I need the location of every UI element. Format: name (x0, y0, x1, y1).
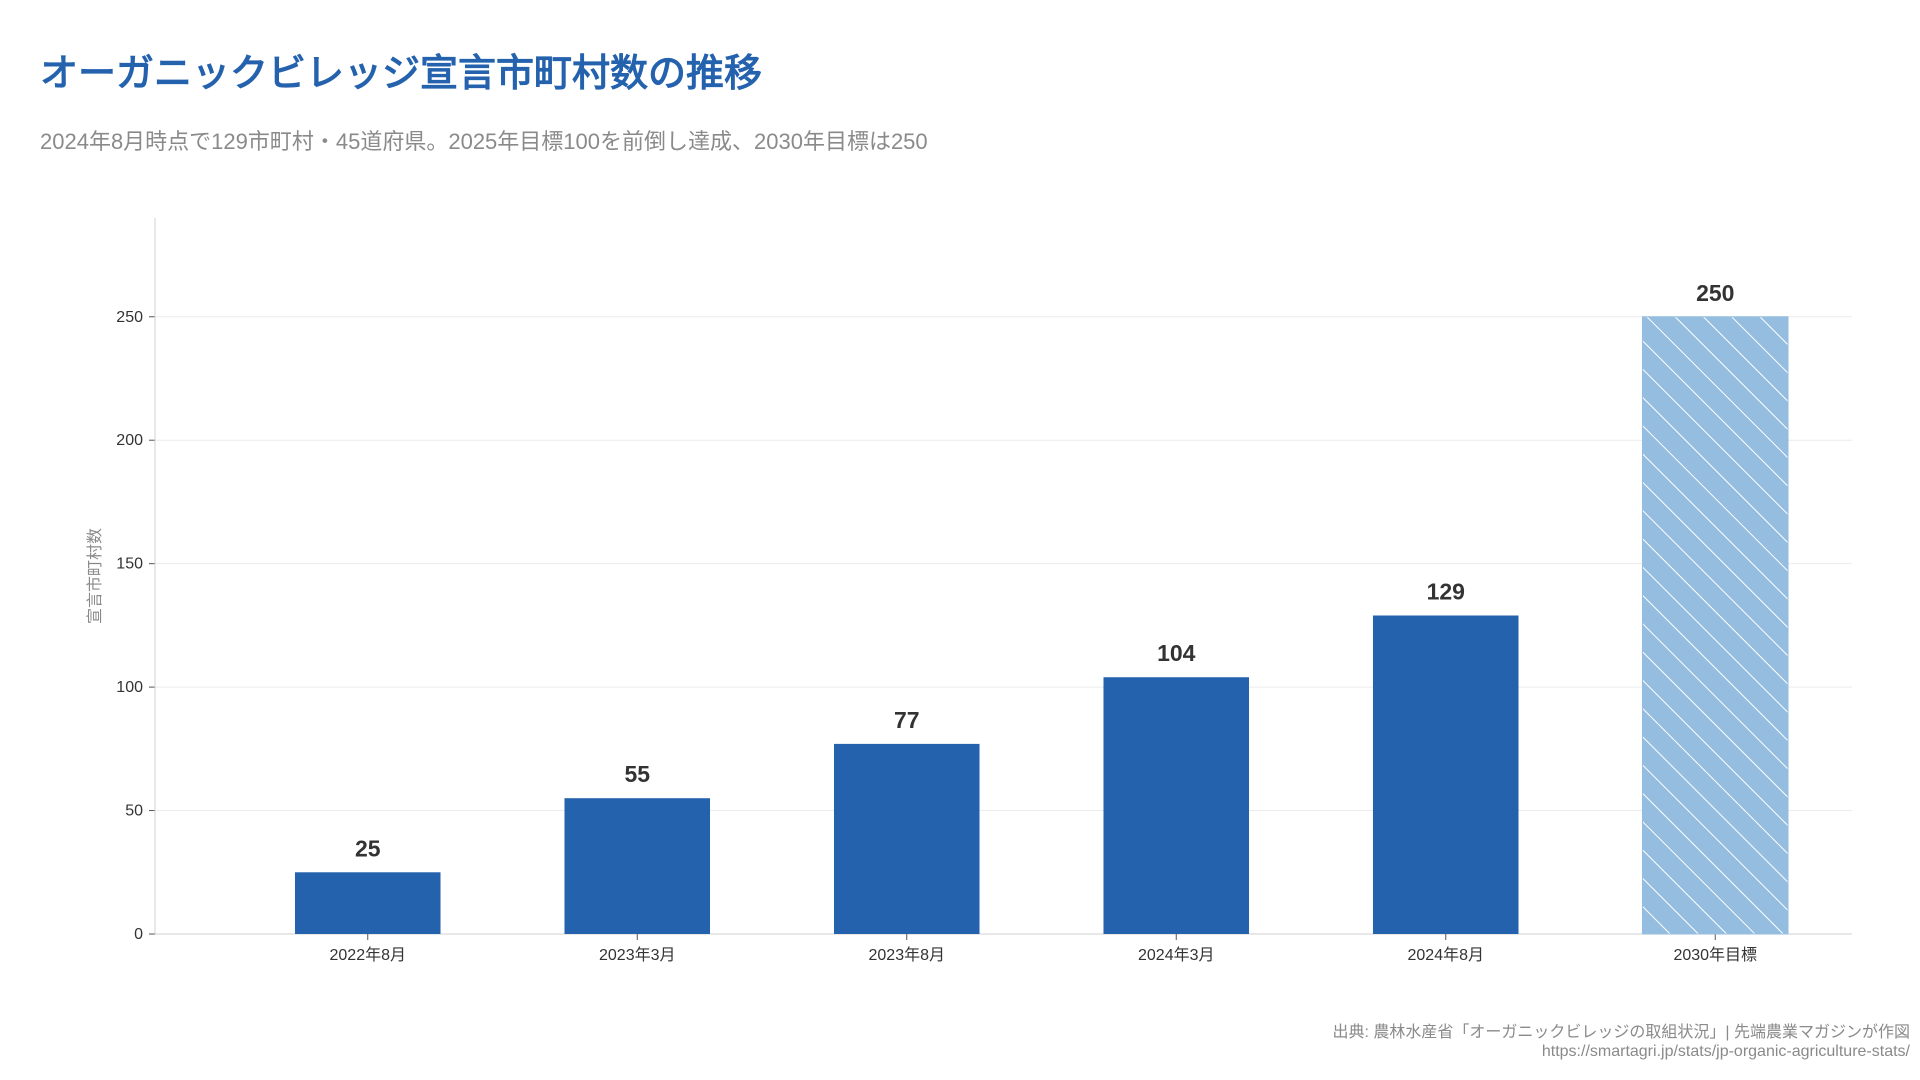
x-tick-label: 2024年3月 (1138, 946, 1215, 964)
labels: 0 50 100 150 200 250 宣言市町村数 25 2022年8月 55 2023年3月 7… (86, 280, 1757, 964)
bar (1103, 677, 1250, 934)
bar (294, 872, 441, 934)
y-tick-label: 200 (116, 432, 143, 449)
chart-subtitle: 2024年8月時点で129市町村・45道府県。2025年目標100を前倒し達成、… (40, 129, 928, 154)
y-axis-title: 宣言市町村数 (86, 528, 104, 624)
bar-value-label: 129 (1427, 579, 1465, 605)
bar-value-label: 25 (355, 835, 381, 861)
bar-value-label: 250 (1696, 280, 1734, 306)
bar (564, 798, 711, 934)
x-tick-label: 2022年8月 (330, 946, 407, 964)
grid-lines (155, 316, 1852, 812)
y-tick-label: 50 (125, 803, 143, 820)
bars (294, 316, 1789, 935)
axes (149, 218, 1852, 940)
chart-title: オーガニックビレッジ宣言市町村数の推移 (40, 53, 763, 95)
x-tick-label: 2024年8月 (1408, 946, 1485, 964)
x-tick-label: 2023年3月 (599, 946, 676, 964)
bar-chart: 0 50 100 150 200 250 宣言市町村数 25 2022年8月 55 2023年3月 7… (86, 218, 1852, 964)
x-tick-label: 2030年目標 (1673, 946, 1757, 964)
y-tick-label: 0 (134, 926, 143, 943)
y-tick-label: 100 (116, 679, 143, 696)
y-tick-label: 250 (116, 309, 143, 326)
bar-value-label: 104 (1157, 640, 1196, 666)
source-url: https://smartagri.jp/stats/jp-organic-ag… (1541, 1043, 1910, 1060)
x-tick-label: 2023年8月 (869, 946, 946, 964)
bar-value-label: 55 (624, 761, 650, 787)
bar (1372, 615, 1519, 934)
bar (833, 743, 980, 934)
source-note: 出典: 農林水産省「オーガニックビレッジの取組状況」| 先端農業マガジンが作図 (1332, 1024, 1911, 1041)
bar-target (1641, 316, 1789, 935)
y-tick-label: 150 (116, 556, 143, 573)
bar-value-label: 77 (894, 707, 920, 733)
